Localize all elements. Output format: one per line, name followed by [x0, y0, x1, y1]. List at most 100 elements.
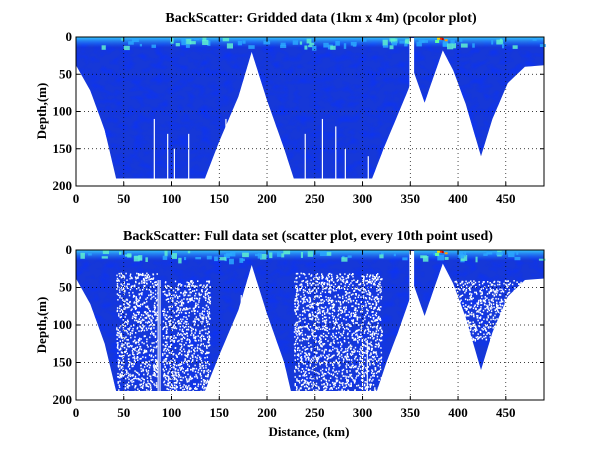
scatter-gap-dot [302, 337, 304, 340]
scatter-gap-dot [204, 338, 206, 341]
scatter-gap-dot [175, 389, 178, 392]
scatter-gap-dot [183, 344, 185, 346]
scatter-gap-dot [138, 299, 140, 302]
scatter-gap-dot [357, 337, 359, 339]
scatter-gap-dot [338, 357, 340, 360]
scatter-gap-dot [200, 367, 202, 369]
scatter-gap-dot [165, 294, 167, 296]
scatter-gap-dot [132, 296, 135, 298]
scatter-gap-dot [135, 299, 137, 302]
scatter-gap-dot [163, 380, 166, 383]
scatter-gap-dot [166, 294, 169, 297]
scatter-gap-dot [171, 387, 173, 389]
scatter-gap-dot [138, 318, 141, 320]
scatter-gap-dot [315, 351, 317, 354]
scatter-gap-dot [342, 279, 344, 281]
scatter-gap-dot [456, 315, 458, 317]
scatter-gap-dot [505, 295, 507, 298]
scatter-gap-dot [155, 360, 157, 363]
scatter-gap-dot [325, 329, 327, 331]
scatter-gap-dot [344, 273, 346, 275]
scatter-gap-dot [523, 293, 525, 295]
scatter-gap-dot [197, 371, 199, 374]
scatter-gap-dot [153, 332, 155, 335]
scatter-gap-dot [118, 362, 120, 365]
scatter-gap-dot [316, 321, 319, 323]
scatter-gap-dot [379, 281, 381, 284]
scatter-gap-dot [118, 368, 121, 371]
surface-patch [138, 255, 143, 261]
scatter-gap-dot [140, 274, 142, 276]
scatter-gap-dot [132, 340, 135, 343]
scatter-gap-dot [492, 339, 494, 341]
scatter-gap-dot [352, 322, 355, 325]
scatter-gap-dot [194, 370, 197, 373]
scatter-gap-dot [524, 313, 526, 316]
scatter-gap-dot [122, 359, 125, 362]
surface-patch [242, 40, 246, 44]
scatter-gap-dot [325, 385, 327, 388]
scatter-gap-dot [206, 351, 208, 354]
scatter-gap-dot [134, 357, 136, 360]
scatter-gap-dot [462, 324, 465, 327]
scatter-gap-dot [120, 283, 122, 285]
scatter-gap-dot [369, 385, 372, 387]
scatter-gap-dot [355, 287, 357, 290]
scatter-gap-dot [165, 375, 167, 377]
scatter-gap-dot [336, 372, 339, 375]
scatter-gap-dot [297, 301, 300, 303]
scatter-gap-dot [378, 318, 380, 321]
scatter-gap-dot [116, 334, 118, 336]
scatter-gap-dot [311, 333, 313, 335]
surface-patch [206, 255, 212, 260]
scatter-gap-dot [299, 320, 302, 322]
scatter-gap-dot [354, 389, 356, 392]
scatter-gap-dot [365, 367, 367, 369]
scatter-gap-dot [337, 300, 340, 303]
scatter-gap-dot [202, 385, 204, 388]
scatter-gap-dot [313, 366, 316, 368]
scatter-gap-dot [117, 286, 119, 288]
scatter-gap-dot [166, 311, 169, 313]
scatter-gap-dot [500, 338, 503, 341]
scatter-gap-dot [298, 332, 300, 335]
scatter-gap-dot [154, 284, 157, 286]
scatter-gap-dot [303, 338, 306, 341]
scatter-gap-dot [487, 316, 489, 319]
scatter-gap-dot [126, 371, 128, 373]
scatter-gap-dot [329, 313, 331, 315]
scatter-gap-dot [372, 317, 375, 320]
scatter-gap-dot [181, 302, 183, 304]
scatter-gap-dot [136, 353, 139, 355]
scatter-gap-dot [331, 312, 334, 315]
scatter-gap-dot [373, 351, 375, 354]
scatter-gap-dot [204, 328, 206, 331]
scatter-gap-dot [507, 292, 510, 294]
scatter-gap-dot [139, 273, 141, 276]
scatter-gap-dot [370, 325, 372, 328]
scatter-gap-dot [354, 311, 357, 314]
scatter-gap-dot [316, 377, 318, 380]
scatter-gap-dot [186, 321, 188, 323]
scatter-gap-dot [472, 332, 474, 335]
scatter-gap-dot [344, 285, 346, 287]
scatter-gap-dot [332, 341, 335, 343]
scatter-gap-dot [316, 352, 318, 354]
scatter-gap-dot [362, 323, 364, 325]
scatter-gap-dot [131, 362, 133, 364]
scatter-gap-dot [341, 322, 343, 324]
scatter-gap-dot [518, 295, 520, 298]
scatter-gap-dot [137, 359, 139, 361]
scatter-gap-dot [361, 306, 363, 309]
scatter-gap-dot [500, 325, 502, 327]
scatter-gap-dot [478, 311, 480, 313]
scatter-gap-dot [368, 322, 370, 324]
scatter-gap-dot [168, 306, 170, 308]
scatter-gap-dot [340, 377, 342, 380]
scatter-gap-dot [134, 285, 136, 288]
scatter-gap-dot [366, 308, 368, 311]
scatter-gap-dot [504, 314, 506, 316]
scatter-gap-dot [455, 303, 457, 306]
scatter-gap-dot [204, 293, 207, 295]
scatter-gap-dot [196, 318, 198, 320]
